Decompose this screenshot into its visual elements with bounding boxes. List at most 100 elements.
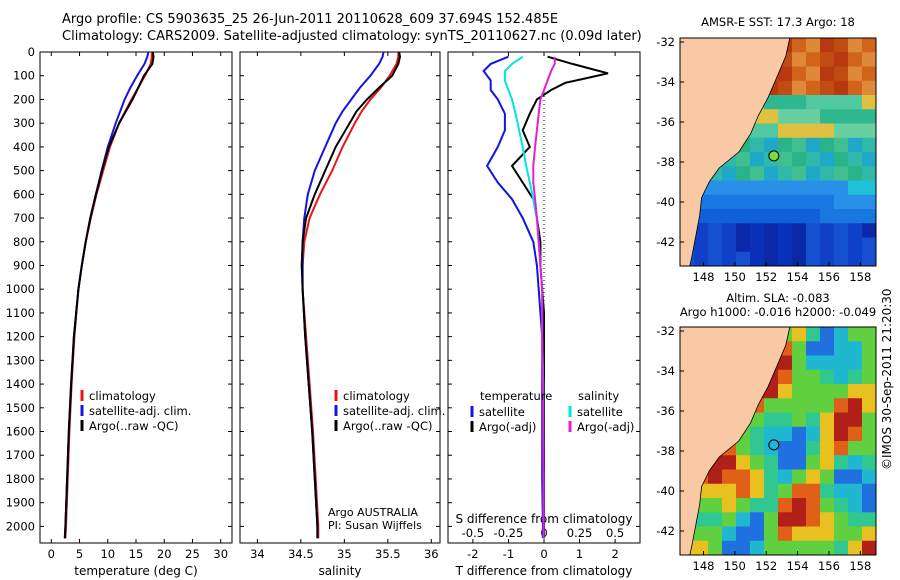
map-cell xyxy=(806,540,821,555)
map-cell xyxy=(820,52,835,68)
map-cell xyxy=(764,209,779,224)
map-cell xyxy=(806,483,821,499)
y-tick-label: -36 xyxy=(656,404,675,418)
map-cell xyxy=(834,412,849,428)
map-cell xyxy=(722,194,737,210)
map-frame xyxy=(679,326,877,556)
map-cell xyxy=(750,237,765,253)
imos-watermark: ©IMOS 30-Sep-2011 21:20:30 xyxy=(880,288,894,470)
map-cell xyxy=(750,540,765,555)
sla-map: 148 150 152 154 156 158 -32 -34 -36 -38 -40 -42 Alti… xyxy=(656,291,877,573)
y-tick-label: 100 xyxy=(13,69,35,83)
x-tick-label: 30 xyxy=(213,547,228,561)
map-cell xyxy=(848,441,863,456)
map-cell xyxy=(862,327,876,342)
x-tick-label: -2 xyxy=(467,547,478,561)
annotation-text: PI: Susan Wijffels xyxy=(328,519,422,532)
x-tick-label: 152 xyxy=(755,270,777,284)
map-cell xyxy=(820,137,835,153)
map-cell xyxy=(848,237,863,253)
map-cell xyxy=(820,384,835,399)
map-cell xyxy=(792,209,807,224)
map-cell xyxy=(792,66,807,82)
map-cell xyxy=(834,369,849,385)
map-cell xyxy=(834,180,849,196)
map-cell xyxy=(750,498,765,513)
profile-title: Argo profile: CS 5903635_25 26-Jun-2011 … xyxy=(62,12,559,27)
map-cell xyxy=(778,540,793,555)
map-cell xyxy=(862,80,876,96)
map-cell xyxy=(862,412,876,428)
map-cell xyxy=(862,355,876,371)
map-cell xyxy=(778,95,793,110)
x-tick-label: 25 xyxy=(185,547,200,561)
map-cell xyxy=(778,209,793,224)
map-cell xyxy=(862,209,876,224)
map-cell xyxy=(862,251,876,266)
map-cell xyxy=(806,166,821,182)
map-cell xyxy=(806,109,821,125)
map-cell xyxy=(736,540,751,555)
y-tick-label: -38 xyxy=(656,155,675,169)
map-cell xyxy=(820,355,835,371)
map-cell xyxy=(806,341,821,357)
map-cell xyxy=(834,194,849,210)
map-cell xyxy=(750,137,765,153)
map-cell xyxy=(834,223,849,239)
map-cell xyxy=(806,327,821,342)
y-tick-label: 1600 xyxy=(6,425,35,439)
x-tick-label: 20 xyxy=(157,547,172,561)
map-cell xyxy=(792,526,807,542)
legend-title: salinity xyxy=(578,389,619,403)
x-axis-label: temperature (deg C) xyxy=(74,564,197,578)
map-cell xyxy=(750,251,765,266)
map-cell xyxy=(848,95,863,110)
map-cell xyxy=(736,180,751,196)
map-cell xyxy=(820,498,835,513)
map-cell xyxy=(848,455,863,471)
x-tick-label: 34 xyxy=(250,547,265,561)
map-cell xyxy=(764,109,779,125)
map-cell xyxy=(848,398,863,414)
legend-label: satellite xyxy=(577,405,623,419)
series-line xyxy=(63,51,155,539)
map-cell xyxy=(778,166,793,182)
map-cell xyxy=(764,137,779,153)
x-tick-label: 150 xyxy=(724,270,746,284)
map-cell xyxy=(820,512,835,528)
map-cell xyxy=(792,152,807,167)
map-cell xyxy=(778,512,793,528)
map-cell xyxy=(834,441,849,456)
map-cell xyxy=(736,441,751,456)
map-cell xyxy=(792,455,807,471)
map-cell xyxy=(764,455,779,471)
x-tick-label: 148 xyxy=(693,559,715,573)
map-cell xyxy=(820,327,835,342)
y-tick-label: -32 xyxy=(656,324,675,338)
map-cell xyxy=(848,223,863,239)
map-cell xyxy=(820,180,835,196)
map-cell xyxy=(834,398,849,414)
map-cell xyxy=(806,455,821,471)
sst-map: 148 150 152 154 156 158 -32 -34 -36 -38 -40 -42 AMSR… xyxy=(656,15,877,284)
map-cell xyxy=(806,66,821,82)
map-cell xyxy=(862,398,876,414)
map-cell xyxy=(820,412,835,428)
x-tick-label: 35 xyxy=(337,547,352,561)
map-cell xyxy=(792,123,807,139)
map-cell xyxy=(764,123,779,139)
map-cell xyxy=(750,483,765,499)
map-cell xyxy=(792,38,807,53)
map-cell xyxy=(806,52,821,68)
map-cell xyxy=(834,341,849,357)
map-cell xyxy=(820,483,835,499)
map-cell xyxy=(764,412,779,428)
x-tick-label: 156 xyxy=(818,270,840,284)
map-cell xyxy=(778,80,793,96)
map-cell xyxy=(764,498,779,513)
y-tick-label: 1000 xyxy=(6,282,35,296)
map-cell xyxy=(806,194,821,210)
x-tick-label: 156 xyxy=(818,559,840,573)
map-cell xyxy=(806,512,821,528)
map-cell xyxy=(750,455,765,471)
